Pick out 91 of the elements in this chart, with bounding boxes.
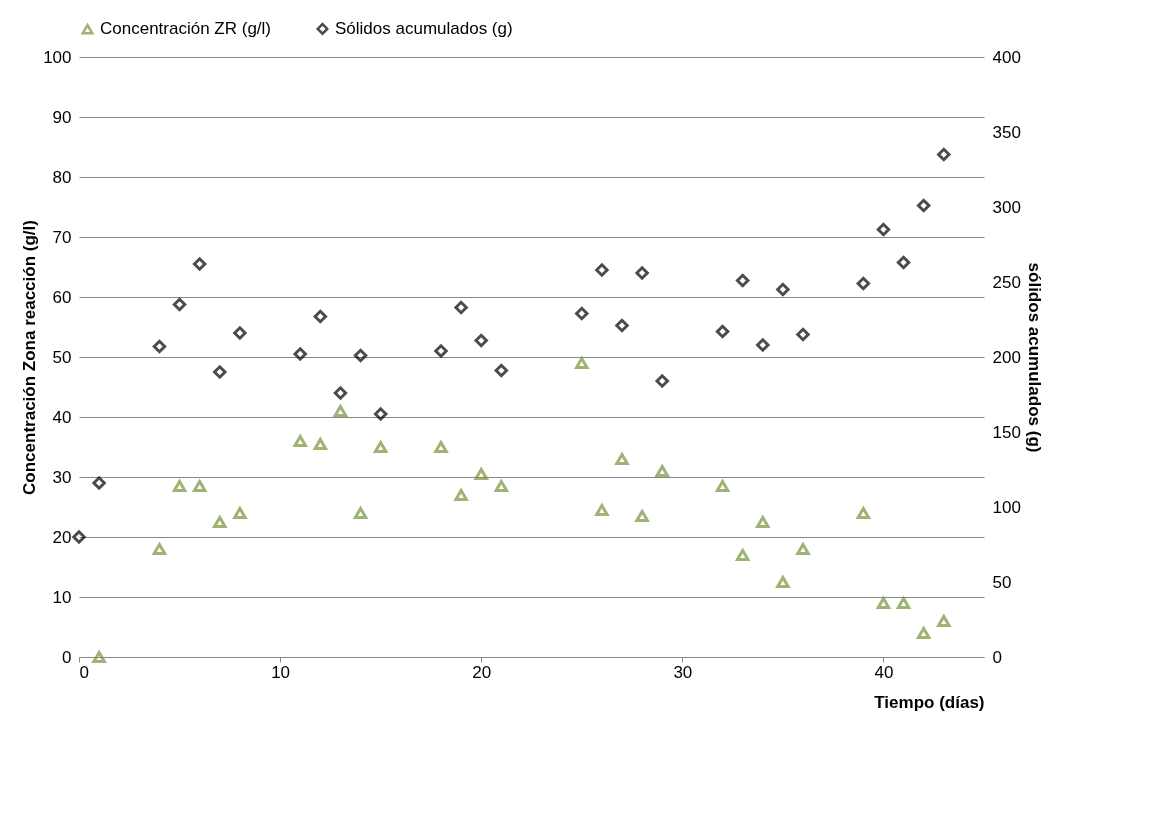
point [896,255,911,270]
y2-tick-label: 200 [992,347,1021,367]
x-tick-label: 10 [271,662,291,682]
point [92,650,106,664]
point [434,344,448,358]
point [494,363,509,378]
point [635,266,649,280]
point [152,542,167,556]
point [454,488,468,502]
point [735,273,750,288]
point [333,404,348,418]
y2-tick-label: 150 [992,422,1021,442]
y-tick-label: 0 [62,647,72,667]
point [92,476,106,490]
point [635,509,649,523]
point [615,452,629,466]
point [595,263,609,277]
point [916,198,931,213]
point [595,503,609,517]
point [876,222,891,237]
x-tick-label: 30 [673,662,693,682]
point [575,356,589,370]
point [735,548,750,562]
y2-tick-label: 50 [992,572,1012,592]
point [856,506,871,520]
y-tick-label: 30 [52,467,72,487]
point [72,530,86,544]
y-tick-label: 10 [52,587,72,607]
y2-tick-label: 350 [992,122,1021,142]
point [192,257,207,271]
point [715,479,730,493]
y-tick-label: 90 [52,107,72,127]
point [172,297,187,312]
point [856,276,871,291]
point [776,575,790,589]
point [655,374,669,388]
point [796,542,810,556]
point [192,479,207,493]
point [937,614,951,628]
y-tick-label: 70 [52,227,72,247]
point [373,440,388,454]
point [494,479,509,493]
y2-tick-label: 250 [992,272,1021,292]
point [353,348,368,363]
y-tick-label: 40 [52,407,72,427]
point [756,515,770,529]
legend-label: Concentración ZR (g/l) [100,19,272,39]
point [233,506,247,520]
y2-tick-label: 300 [992,197,1021,217]
x-tick-label: 20 [472,662,492,682]
point [916,626,931,640]
point [937,147,951,162]
y-tick-label: 80 [52,167,72,187]
y-tick-label: 100 [43,47,72,67]
point [213,365,227,379]
point [876,596,891,610]
point [474,467,488,481]
point [293,347,307,361]
point [896,596,911,610]
y2-tick-label: 0 [992,647,1002,667]
point [333,386,348,400]
x-tick-label: 0 [79,662,89,682]
point [172,479,187,493]
x-axis-title: Tiempo (días) [874,692,985,712]
point [655,464,669,478]
point [454,300,468,315]
point [293,434,307,448]
y-tick-label: 20 [52,527,72,547]
point [213,515,227,529]
point [152,339,167,354]
y-tick-label: 50 [52,347,72,367]
y2-tick-label: 100 [992,497,1021,517]
y2-axis-title: sólidos acumulados (g) [1024,262,1044,453]
point [434,440,448,454]
point [796,327,810,342]
point [756,338,770,352]
point [474,333,488,348]
y-tick-label: 60 [52,287,72,307]
x-tick-label: 40 [874,662,894,682]
legend-label: Sólidos acumulados (g) [335,18,513,38]
point [313,309,328,324]
point [313,437,328,451]
point [776,282,790,297]
point [615,318,629,333]
point [373,407,388,421]
point [233,326,247,340]
y-axis-title: Concentración Zona reacción (g/l) [20,220,40,495]
y2-tick-label: 400 [992,47,1021,67]
point [715,324,730,339]
point [353,506,368,520]
point [575,306,589,321]
